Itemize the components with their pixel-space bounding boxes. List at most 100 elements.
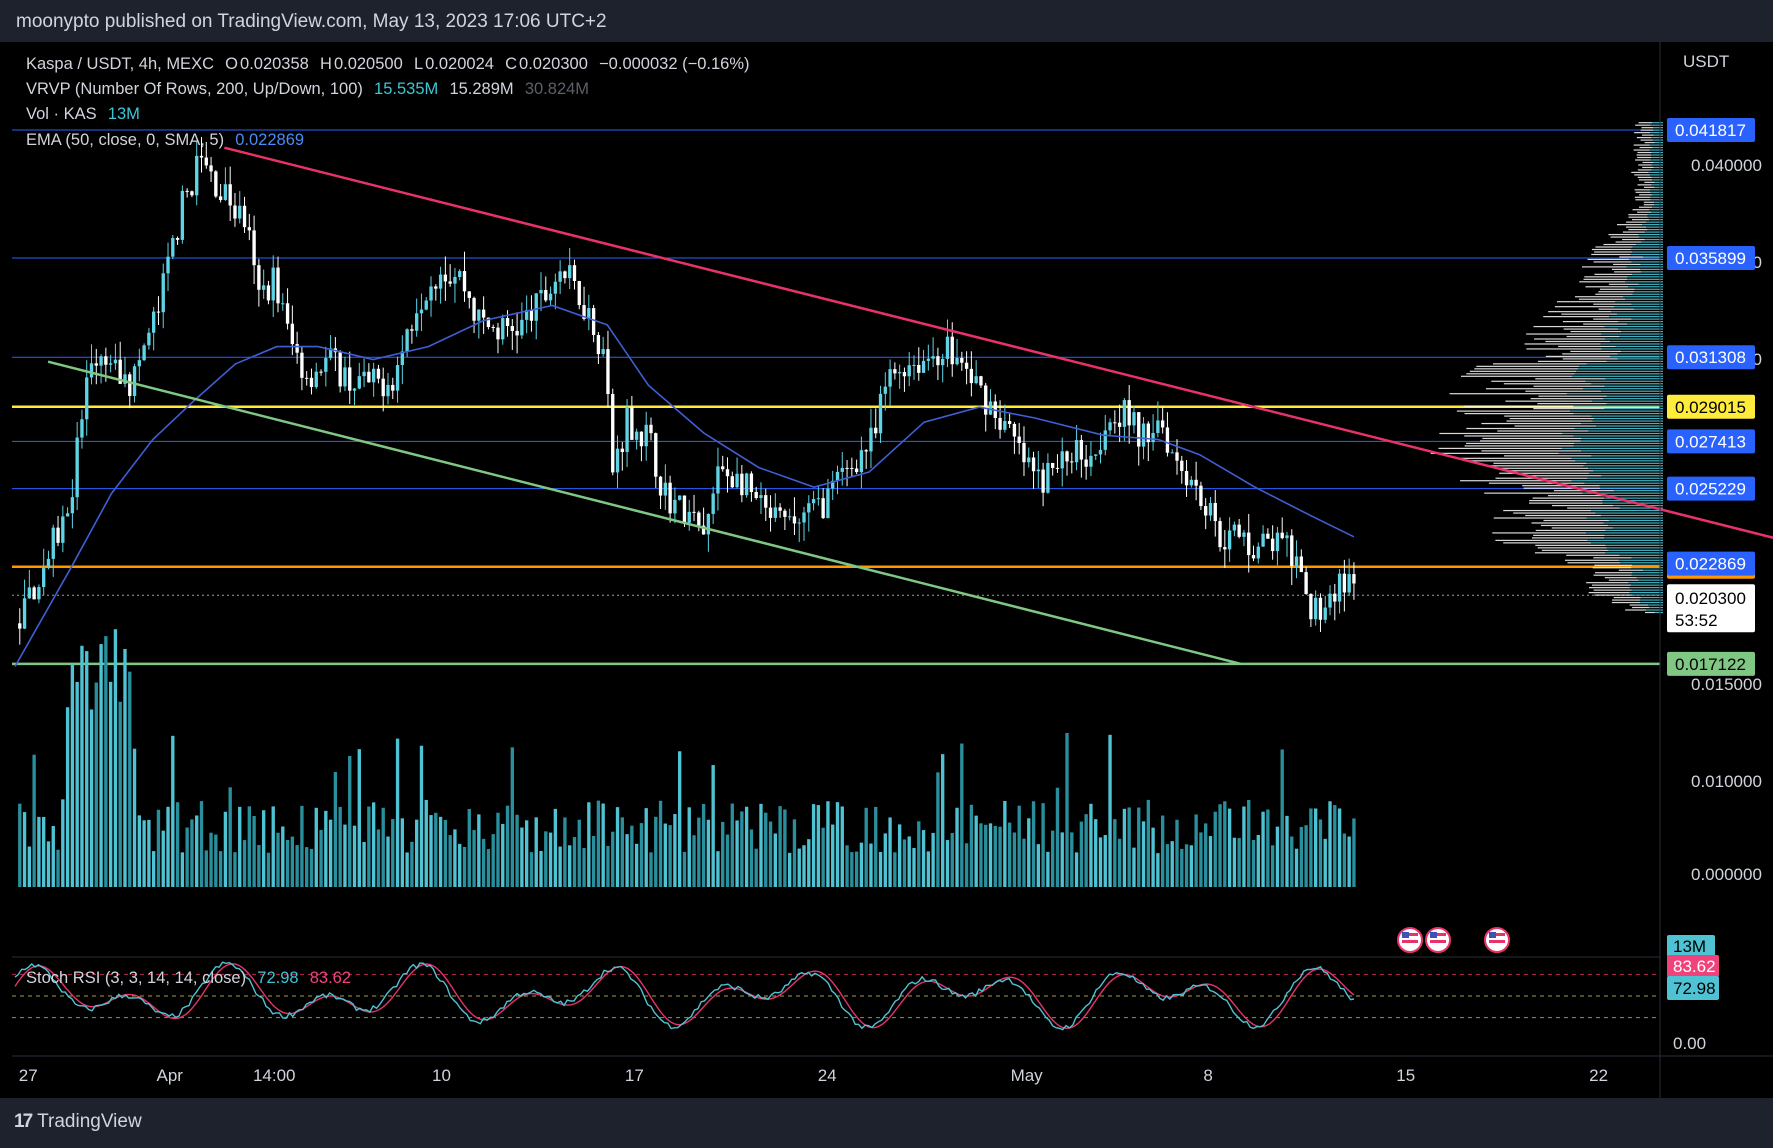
- legend-vrvp[interactable]: VRVP (Number Of Rows, 200, Up/Down, 100): [26, 80, 363, 98]
- us-flag-event-icon[interactable]: [1425, 927, 1451, 953]
- candle: [931, 356, 935, 359]
- candle: [190, 191, 194, 196]
- volume-bar: [1323, 838, 1327, 887]
- legend-stoch[interactable]: Stoch RSI (3, 3, 14, 14, close): [26, 969, 247, 987]
- volume-bar: [175, 802, 180, 887]
- candle: [1213, 502, 1217, 522]
- volume-bar: [749, 829, 754, 887]
- volume-bar: [65, 707, 70, 887]
- tradingview-logo[interactable]: 17 TradingView: [14, 1111, 142, 1133]
- candle: [1089, 455, 1093, 467]
- candle: [864, 450, 868, 452]
- candle: [826, 488, 830, 519]
- candle: [395, 365, 400, 391]
- volume-bar: [486, 849, 491, 887]
- volume-bar: [673, 814, 677, 887]
- volume-bar: [787, 852, 792, 887]
- candle: [18, 623, 22, 629]
- candle: [1084, 459, 1088, 467]
- time-tick: 27: [19, 1066, 38, 1085]
- volume-bar: [960, 743, 964, 887]
- candle: [415, 313, 419, 331]
- candle: [371, 368, 376, 383]
- volume-bar: [974, 815, 978, 887]
- candle: [70, 497, 75, 514]
- candle: [104, 356, 108, 365]
- volume-bar: [568, 845, 572, 887]
- candle: [180, 190, 185, 240]
- candle: [721, 466, 725, 470]
- candle: [51, 527, 55, 559]
- candle: [132, 366, 137, 396]
- volume-bar: [496, 812, 500, 887]
- volume-bar: [993, 825, 997, 887]
- price-label-bg: [1667, 429, 1755, 454]
- volume-bar: [654, 816, 658, 887]
- volume-bar: [831, 824, 835, 887]
- volume-bar: [333, 772, 338, 887]
- candle: [979, 376, 983, 386]
- candle: [1108, 422, 1112, 431]
- candle: [477, 309, 481, 321]
- candle: [233, 205, 237, 219]
- legend-o-label: O: [225, 55, 239, 73]
- volume-bar: [434, 812, 438, 887]
- candle: [706, 513, 711, 535]
- volume-bar: [94, 682, 98, 887]
- volume-bar: [328, 819, 333, 887]
- candle: [185, 190, 189, 192]
- candle: [639, 431, 644, 447]
- time-tick: Apr: [157, 1066, 184, 1085]
- candle: [1261, 533, 1265, 547]
- candle: [1132, 412, 1136, 426]
- candle: [266, 285, 271, 301]
- legend-ema[interactable]: EMA (50, close, 0, SMA, 5): [26, 131, 225, 149]
- candle: [859, 450, 864, 473]
- green-trendline: [47, 360, 1242, 666]
- legend-symbol[interactable]: Kaspa / USDT, 4h, MEXC: [26, 55, 214, 73]
- candle: [1352, 574, 1356, 584]
- us-flag-event-icon[interactable]: [1397, 927, 1423, 953]
- chart-canvas[interactable]: USDT0.0400000.0350000.0300000.0150000.01…: [0, 42, 1773, 1098]
- candle: [128, 374, 132, 396]
- candle: [300, 352, 304, 378]
- candle: [510, 325, 514, 331]
- publish-caption: moonypto published on TradingView.com, M…: [16, 11, 607, 32]
- candle: [654, 433, 658, 477]
- price-tick: 0.015000: [1691, 675, 1762, 694]
- candle: [1266, 533, 1270, 539]
- volume-bar: [964, 843, 969, 887]
- candle: [99, 356, 103, 366]
- candle: [271, 267, 275, 301]
- candle: [467, 291, 471, 298]
- volume-bar: [295, 845, 299, 887]
- volume-bar: [816, 805, 821, 887]
- candle: [678, 495, 682, 500]
- volume-bar: [1242, 806, 1246, 887]
- volume-bar: [601, 803, 605, 887]
- volume-bar: [118, 701, 122, 887]
- volume-bar: [558, 846, 562, 887]
- volume-bar: [529, 852, 534, 887]
- volume-bar: [658, 800, 663, 887]
- candle: [1232, 524, 1237, 531]
- candle: [1247, 532, 1251, 556]
- volume-bar: [400, 818, 405, 887]
- volume-bar: [811, 804, 816, 887]
- candle: [319, 371, 323, 373]
- price-axis-currency: USDT: [1683, 52, 1729, 71]
- candle: [472, 297, 476, 321]
- candle: [740, 473, 744, 496]
- volume-bar: [663, 823, 668, 887]
- candle: [735, 473, 739, 488]
- volume-bar: [1227, 808, 1232, 887]
- volume-bar: [424, 799, 428, 887]
- candle: [1180, 460, 1184, 472]
- candle: [46, 558, 51, 569]
- legend-vol[interactable]: Vol · KAS: [26, 105, 97, 123]
- candle: [434, 286, 438, 289]
- volume-bar: [1065, 733, 1069, 887]
- us-flag-event-icon[interactable]: [1484, 927, 1510, 953]
- candle: [1290, 535, 1294, 567]
- candle: [152, 311, 156, 333]
